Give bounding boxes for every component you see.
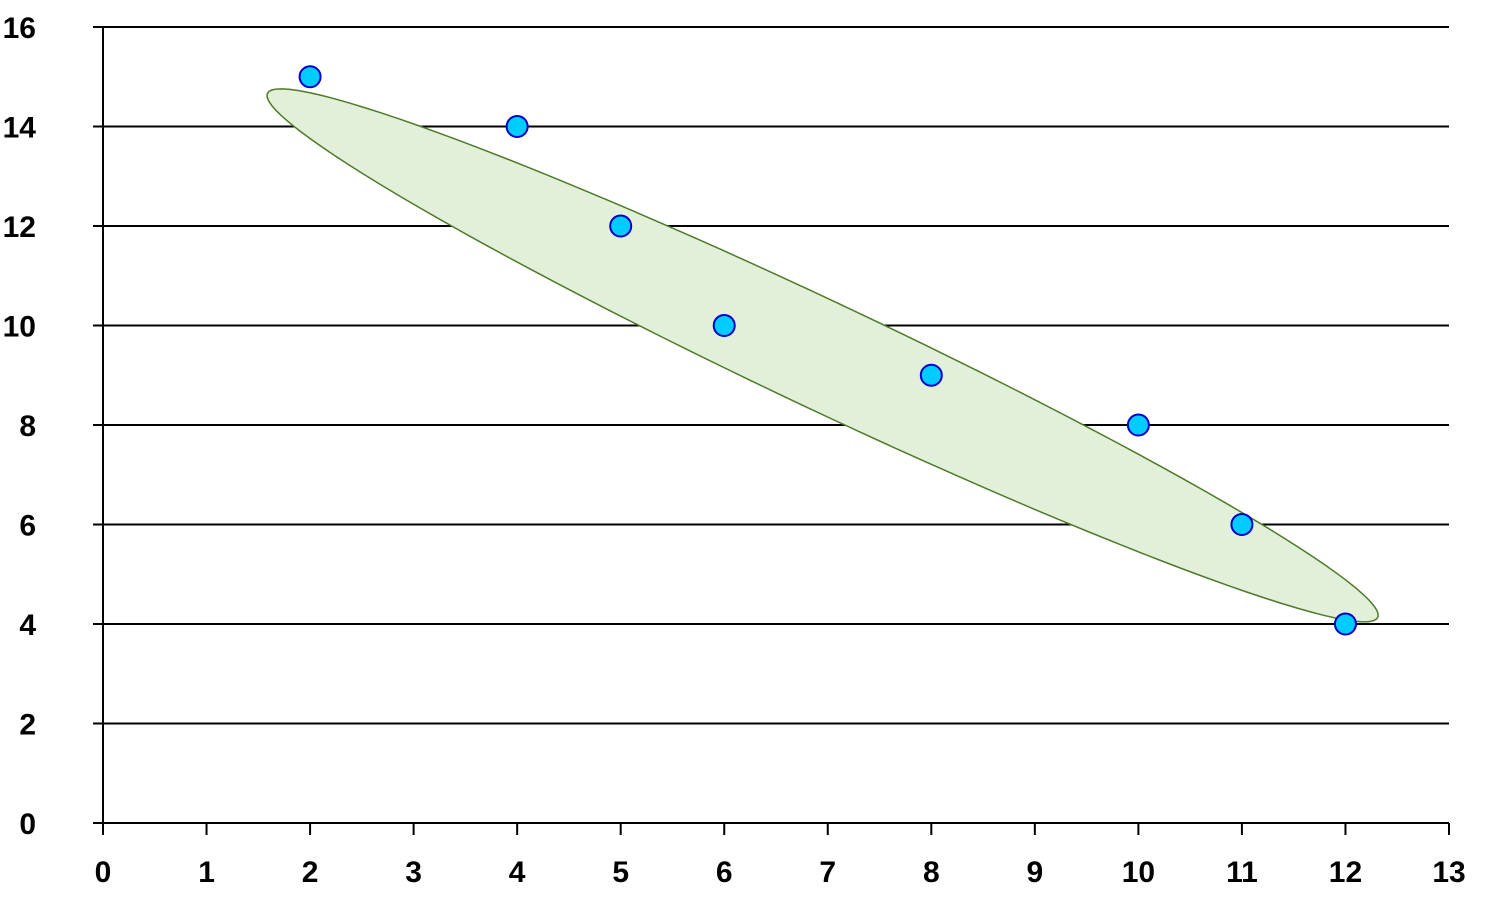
data-point-8-9 <box>919 363 943 387</box>
y-tick-label-4: 4 <box>19 609 36 642</box>
x-tick-label-13: 13 <box>1432 856 1465 889</box>
x-tick-label-1: 1 <box>198 856 215 889</box>
x-tick-label-12: 12 <box>1329 856 1362 889</box>
x-tick-label-4: 4 <box>509 856 526 889</box>
axes <box>93 26 1450 835</box>
data-point-12-4 <box>1333 612 1357 636</box>
x-tick-label-11: 11 <box>1226 856 1258 889</box>
x-tick-label-3: 3 <box>405 856 422 889</box>
y-tick-labels: 0 2 4 6 8 10 12 14 16 <box>3 12 37 841</box>
x-tick-label-8: 8 <box>923 856 940 889</box>
y-tick-label-0: 0 <box>19 808 36 841</box>
y-tick-label-14: 14 <box>3 112 37 145</box>
data-point-10-8 <box>1126 413 1150 437</box>
y-tick-label-6: 6 <box>19 510 36 543</box>
x-tick-label-9: 9 <box>1027 856 1044 889</box>
y-tick-label-10: 10 <box>3 311 36 344</box>
x-tick-label-6: 6 <box>716 856 733 889</box>
x-tick-labels: 0 1 2 3 4 5 6 7 8 9 10 11 12 13 <box>95 856 1466 889</box>
y-tick-label-8: 8 <box>19 410 36 443</box>
x-tick-label-0: 0 <box>95 856 112 889</box>
x-tick-label-7: 7 <box>819 856 836 889</box>
y-tick-label-12: 12 <box>3 211 36 244</box>
data-point-6-10 <box>712 314 736 337</box>
data-point-11-6 <box>1230 513 1254 536</box>
x-tick-label-10: 10 <box>1122 856 1155 889</box>
x-tick-label-5: 5 <box>612 856 629 889</box>
x-tick-label-2: 2 <box>302 856 319 889</box>
data-point-2-15 <box>298 65 322 89</box>
y-tick-label-16: 16 <box>3 12 36 45</box>
data-point-5-12 <box>609 214 633 238</box>
y-tick-label-2: 2 <box>19 709 36 742</box>
data-points <box>298 65 1357 636</box>
annotations <box>266 88 1379 623</box>
highlight-ellipse-0 <box>266 88 1379 623</box>
data-point-4-14 <box>505 115 529 138</box>
